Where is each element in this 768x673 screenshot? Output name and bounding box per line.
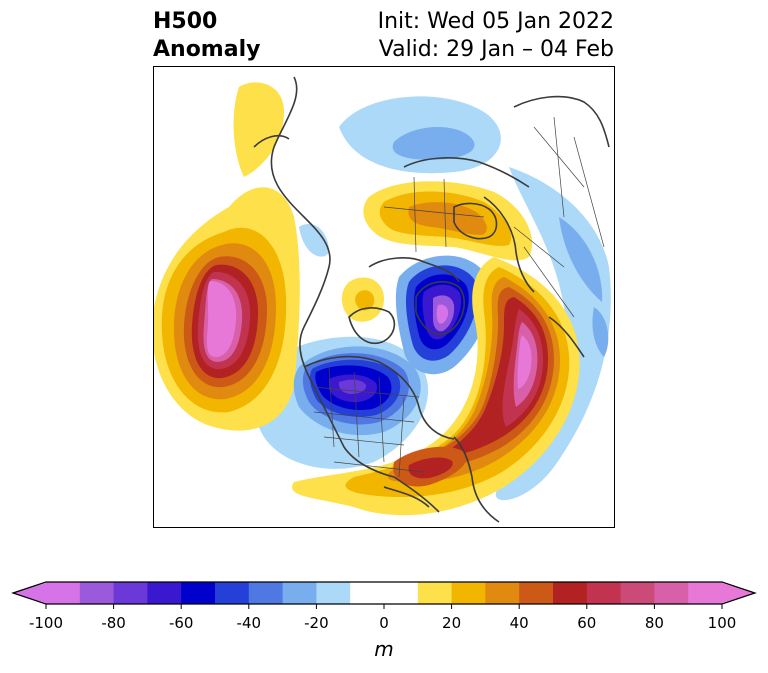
colorbar-swatch (688, 582, 723, 604)
colorbar-tick-label: -60 (168, 614, 194, 632)
colorbar (11, 581, 757, 609)
title-variable: H500 (153, 9, 218, 34)
colorbar-tick-label: -100 (28, 614, 64, 632)
colorbar-swatch (620, 582, 655, 604)
valid-period: Valid: 29 Jan – 04 Feb (378, 37, 614, 62)
colorbar-swatch (147, 582, 182, 604)
colorbar-swatch (553, 582, 588, 604)
colorbar-swatch (181, 582, 216, 604)
colorbar-tick-label: 20 (442, 614, 462, 632)
colorbar-swatch (519, 582, 554, 604)
colorbar-swatch (282, 582, 317, 604)
colorbar-swatch (485, 582, 520, 604)
colorbar-swatch (79, 582, 115, 604)
political-borders (313, 116, 605, 478)
colorbar-ticks (45, 604, 723, 609)
colorbar-tick-label: 40 (509, 614, 529, 632)
colorbar-swatch (215, 582, 250, 604)
map-panel (153, 66, 615, 528)
colorbar-tick-label: 100 (707, 614, 737, 632)
colorbar-swatch (113, 582, 148, 604)
coastlines (253, 76, 610, 523)
colorbar-swatch (384, 582, 419, 604)
colorbar-swatch (248, 582, 284, 604)
colorbar-tick-label: -80 (101, 614, 126, 632)
title-field: Anomaly (153, 37, 261, 62)
southeast-ridge (393, 446, 467, 487)
colorbar-tick-label: -20 (304, 614, 329, 632)
colorbar-min-extension (13, 583, 46, 603)
colorbar-segments (46, 582, 723, 604)
colorbar-tick-label: 80 (644, 614, 664, 632)
colorbar-swatch (654, 582, 689, 604)
baffin-trough (395, 255, 490, 375)
colorbar-swatch (586, 582, 622, 604)
colorbar-swatch (350, 582, 385, 604)
atlantic-ridge (292, 257, 580, 516)
colorbar-swatch (316, 582, 351, 604)
colorbar-swatch (46, 582, 81, 604)
chart-title-right: Init: Wed 05 Jan 2022 Valid: 29 Jan – 04… (378, 8, 614, 64)
chart-title-left: H500 Anomaly (153, 8, 260, 64)
colorbar-swatch (451, 582, 486, 604)
colorbar-unit-label: m (374, 637, 394, 661)
colorbar-swatch (417, 582, 453, 604)
init-time: Init: Wed 05 Jan 2022 (377, 9, 614, 34)
colorbar-tick-label: 0 (379, 614, 389, 632)
colorbar-tick-label: -40 (236, 614, 262, 632)
anomaly-map (154, 76, 611, 523)
hudson-ridge (341, 277, 384, 322)
colorbar-tick-label: 60 (577, 614, 597, 632)
colorbar-max-extension (722, 583, 755, 603)
pacific-ridge (154, 82, 300, 431)
